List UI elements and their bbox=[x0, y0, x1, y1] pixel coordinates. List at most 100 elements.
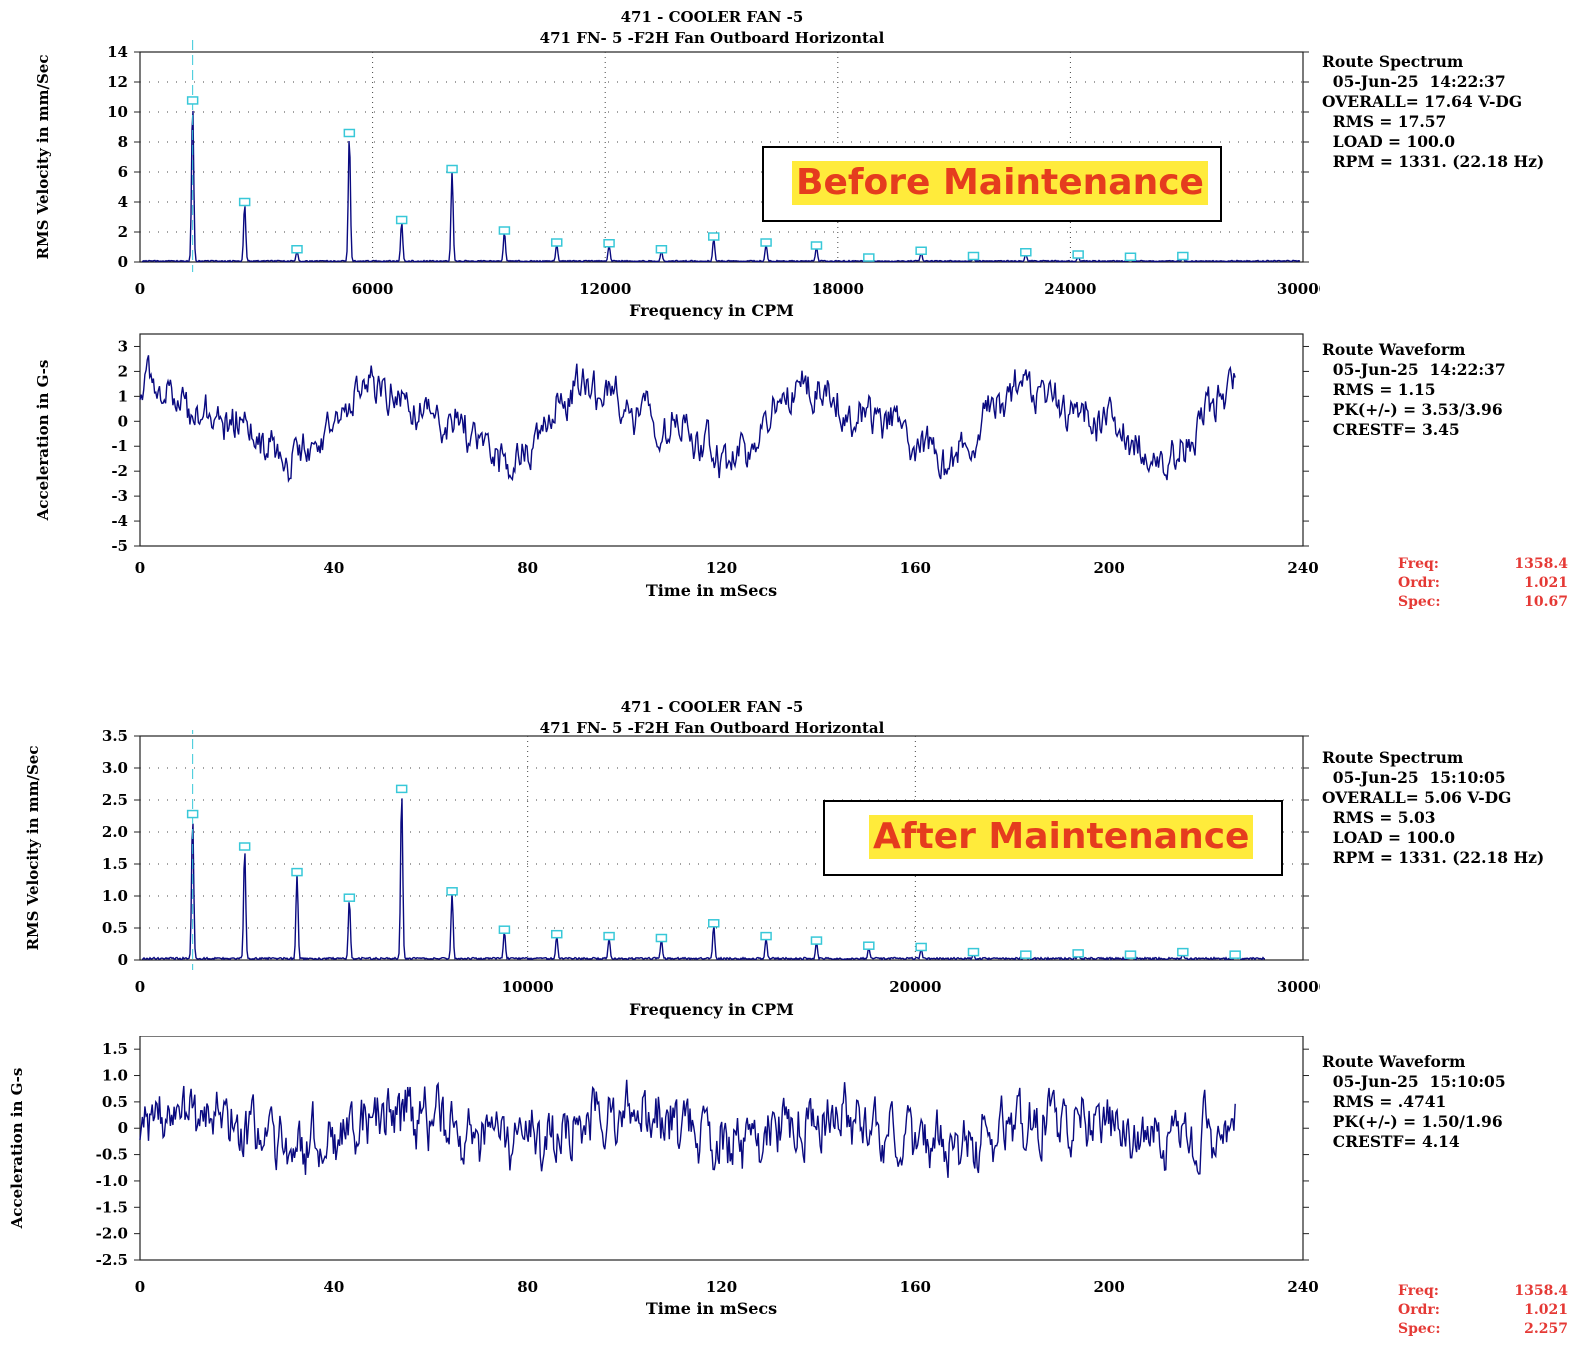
x-tick-label: 240 bbox=[1287, 559, 1318, 577]
y-tick-label: 3 bbox=[118, 337, 128, 355]
y-tick-label: 12 bbox=[107, 73, 128, 91]
peak-marker bbox=[655, 933, 668, 943]
spectrum-info-line: RMS = 5.03 bbox=[1322, 808, 1436, 827]
peak-marker bbox=[810, 241, 823, 250]
y-tick-label: 2.0 bbox=[102, 823, 128, 841]
x-tick-label: 18000 bbox=[812, 280, 864, 298]
y-tick-label: 0 bbox=[118, 951, 128, 969]
x-tick-label: 30000 bbox=[1277, 978, 1320, 996]
spectrum-info-line: 05-Jun-25 15:10:05 bbox=[1322, 768, 1506, 787]
waveform-info-line: CRESTF= 3.45 bbox=[1322, 420, 1460, 439]
x-tick-label: 80 bbox=[517, 1278, 538, 1296]
spectrum-info-line: LOAD = 100.0 bbox=[1322, 828, 1455, 847]
peak-marker bbox=[1177, 251, 1189, 261]
spectrum-info-line: OVERALL= 5.06 V-DG bbox=[1322, 788, 1512, 807]
cursor-ordr-value: 1.021 bbox=[1524, 575, 1568, 591]
cursor-spec-value: 10.67 bbox=[1524, 594, 1568, 610]
peak-marker bbox=[1020, 248, 1032, 257]
y-tick-label: -2.0 bbox=[96, 1225, 128, 1243]
x-tick-label: 160 bbox=[900, 559, 931, 577]
peak-marker bbox=[1124, 950, 1137, 959]
y-tick-label: 2 bbox=[118, 223, 128, 241]
x-tick-label: 24000 bbox=[1044, 280, 1096, 298]
peak-marker bbox=[915, 246, 927, 255]
peak-marker bbox=[1020, 950, 1032, 959]
plot-frame bbox=[139, 1036, 1304, 1261]
x-tick-label: 200 bbox=[1094, 559, 1125, 577]
waveform-info-line: 05-Jun-25 14:22:37 bbox=[1322, 360, 1506, 379]
y-tick-label: -4 bbox=[111, 512, 128, 530]
peak-marker bbox=[915, 942, 927, 952]
peak-marker bbox=[1072, 949, 1084, 958]
peak-marker bbox=[498, 226, 511, 235]
y-axis-label: RMS Velocity in mm/Sec bbox=[24, 746, 42, 951]
y-tick-label: 3.5 bbox=[102, 730, 128, 745]
cursor-ordr-label: Ordr: bbox=[1398, 575, 1440, 591]
x-tick-label: 0 bbox=[135, 1278, 145, 1296]
waveform-info-line: CRESTF= 4.14 bbox=[1322, 1132, 1460, 1151]
waveform-info-line: RMS = .4741 bbox=[1322, 1092, 1447, 1111]
y-tick-label: 0 bbox=[118, 253, 128, 271]
peak-marker bbox=[238, 842, 251, 851]
x-tick-label: 80 bbox=[517, 559, 538, 577]
waveform-info-line: RMS = 1.15 bbox=[1322, 380, 1436, 399]
cursor-spec-label: Spec: bbox=[1398, 1321, 1441, 1337]
waveform-info-line: PK(+/-) = 3.53/3.96 bbox=[1322, 400, 1503, 419]
y-tick-label: 3.0 bbox=[102, 759, 128, 777]
cursor-spec-label: Spec: bbox=[1398, 594, 1441, 610]
peak-marker bbox=[1124, 252, 1137, 261]
after-spectrum-info: Route Spectrum 05-Jun-25 15:10:05 OVERAL… bbox=[1322, 748, 1544, 868]
after-title-line1: 471 - COOLER FAN -5 bbox=[620, 698, 804, 716]
peak-marker bbox=[1072, 250, 1084, 259]
y-tick-label: -0.5 bbox=[96, 1146, 128, 1164]
peak-marker bbox=[238, 197, 251, 207]
y-tick-label: -2.5 bbox=[96, 1251, 128, 1269]
cursor-spec-value: 2.257 bbox=[1524, 1321, 1568, 1337]
y-tick-label: 0.5 bbox=[102, 1093, 128, 1111]
x-tick-label: 160 bbox=[900, 1278, 931, 1296]
peak-marker bbox=[550, 929, 563, 939]
peak-marker bbox=[498, 925, 511, 934]
x-axis-label: Time in mSecs bbox=[646, 581, 777, 600]
peak-marker bbox=[291, 245, 303, 254]
x-tick-label: 20000 bbox=[889, 978, 941, 996]
y-tick-label: 0 bbox=[118, 1119, 128, 1137]
peak-marker bbox=[1177, 947, 1189, 957]
y-tick-label: 0 bbox=[118, 412, 128, 430]
y-tick-label: 14 bbox=[107, 43, 128, 61]
x-tick-label: 40 bbox=[323, 559, 344, 577]
peak-marker bbox=[863, 941, 875, 950]
y-tick-label: -5 bbox=[111, 537, 128, 555]
peak-marker bbox=[186, 96, 199, 105]
before-title-line1: 471 - COOLER FAN -5 bbox=[620, 8, 804, 26]
cursor-ordr-value: 1.021 bbox=[1524, 1302, 1568, 1318]
peak-marker bbox=[967, 947, 980, 957]
before-cursor-readout: Freq: 1358.4 Ordr: 1.021 Spec: 10.67 bbox=[1398, 555, 1568, 612]
before-spectrum-info: Route Spectrum 05-Jun-25 14:22:37 OVERAL… bbox=[1322, 52, 1544, 172]
x-tick-label: 12000 bbox=[579, 280, 631, 298]
peak-marker bbox=[446, 164, 458, 174]
x-axis-label: Frequency in CPM bbox=[629, 1000, 794, 1019]
before-banner-text: Before Maintenance bbox=[792, 161, 1208, 205]
peak-marker bbox=[760, 931, 772, 941]
y-axis-label: RMS Velocity in mm/Sec bbox=[34, 55, 52, 260]
peak-marker bbox=[603, 931, 615, 941]
x-tick-label: 6000 bbox=[352, 280, 394, 298]
x-tick-label: 10000 bbox=[502, 978, 554, 996]
y-tick-label: 1.0 bbox=[102, 1067, 128, 1085]
y-tick-label: -1 bbox=[111, 437, 128, 455]
y-tick-label: 0.5 bbox=[102, 919, 128, 937]
x-tick-label: 120 bbox=[706, 559, 737, 577]
peak-marker bbox=[395, 215, 408, 225]
after-waveform-info: Route Waveform 05-Jun-25 15:10:05 RMS = … bbox=[1322, 1052, 1506, 1152]
cursor-freq-value: 1358.4 bbox=[1514, 1283, 1568, 1299]
peak-marker bbox=[967, 251, 980, 261]
y-tick-label: -1.0 bbox=[96, 1172, 128, 1190]
waveform-info-line: Route Waveform bbox=[1322, 1052, 1466, 1071]
spectrum-info-line: 05-Jun-25 14:22:37 bbox=[1322, 72, 1506, 91]
peak-marker bbox=[810, 936, 823, 945]
x-tick-label: 120 bbox=[706, 1278, 737, 1296]
x-tick-label: 30000 bbox=[1277, 280, 1320, 298]
waveform-trace bbox=[139, 1079, 1236, 1178]
after-cursor-readout: Freq: 1358.4 Ordr: 1.021 Spec: 2.257 bbox=[1398, 1282, 1568, 1339]
